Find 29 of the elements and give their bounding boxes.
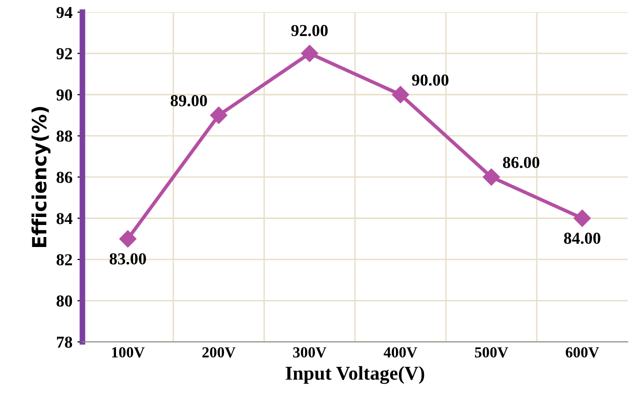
y-tick-label: 90 xyxy=(56,89,72,101)
point xyxy=(482,168,500,186)
y-axis-title: Efficiency(%) xyxy=(32,106,50,248)
point xyxy=(392,86,410,104)
data-label: 84.00 xyxy=(564,232,600,244)
x-tick-label: 600V xyxy=(566,347,600,358)
point xyxy=(574,210,591,227)
data-label: 92.00 xyxy=(291,24,328,36)
y-tick-label: 82 xyxy=(56,254,72,266)
x-axis-title: Input Voltage(V) xyxy=(286,366,424,384)
data-label: 83.00 xyxy=(110,253,146,265)
data-label: 90.00 xyxy=(412,74,448,86)
y-tick-label: 80 xyxy=(56,295,72,307)
y-tick-label: 94 xyxy=(56,6,72,18)
y-tick-label: 78 xyxy=(56,336,72,348)
y-tick-label: 86 xyxy=(56,172,72,183)
x-tick-label: 400V xyxy=(384,347,418,358)
data-label: 86.00 xyxy=(503,156,540,168)
y-tick-label: 84 xyxy=(56,212,72,224)
y-tick-label: 88 xyxy=(56,130,72,142)
y-tick-label: 92 xyxy=(56,48,72,60)
point xyxy=(119,230,136,248)
x-tick-label: 200V xyxy=(202,347,236,358)
x-tick-label: 300V xyxy=(293,347,326,358)
data-label: 89.00 xyxy=(170,95,207,106)
point xyxy=(301,44,318,62)
x-tick-label: 500V xyxy=(474,347,508,358)
point xyxy=(210,106,228,124)
x-tick-label: 100V xyxy=(112,347,145,358)
